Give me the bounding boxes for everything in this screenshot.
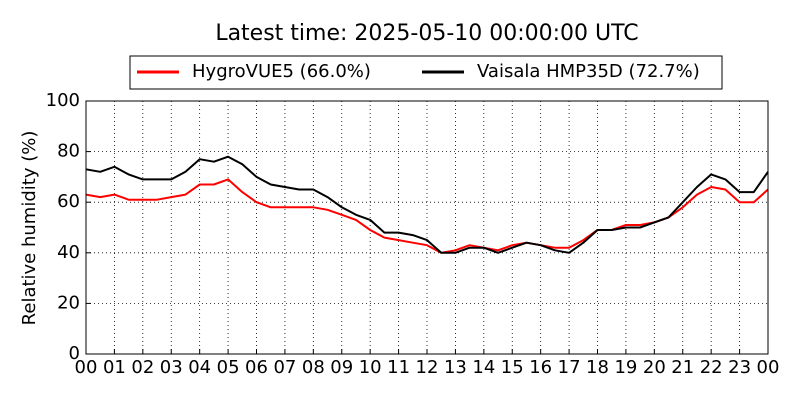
x-tick-label: 00	[757, 357, 780, 378]
y-tick-label: 60	[57, 191, 80, 212]
x-tick-label: 00	[75, 357, 98, 378]
y-tick-label: 20	[57, 292, 80, 313]
x-tick-label: 14	[472, 357, 495, 378]
chart-title: Latest time: 2025-05-10 00:00:00 UTC	[215, 21, 638, 46]
x-tick-label: 09	[330, 357, 353, 378]
x-tick-label: 17	[558, 357, 581, 378]
data-line	[85, 155, 769, 254]
x-tick-label: 23	[728, 357, 751, 378]
x-tick-label: 02	[131, 357, 154, 378]
y-tick-label: 40	[57, 242, 80, 263]
y-axis-label: Relative humidity (%)	[19, 131, 40, 326]
y-tick-label: 100	[46, 90, 80, 111]
x-tick-label: 01	[103, 357, 126, 378]
x-tick-label: 13	[444, 357, 467, 378]
x-tick-label: 04	[188, 357, 211, 378]
x-tick-label: 06	[245, 357, 268, 378]
x-tick-label: 05	[217, 357, 240, 378]
legend-label: Vaisala HMP35D (72.7%)	[477, 61, 700, 82]
x-tick-label: 20	[643, 357, 666, 378]
x-tick-label: 10	[359, 357, 382, 378]
legend-label: HygroVUE5 (66.0%)	[192, 61, 371, 82]
x-tick-label: 03	[160, 357, 183, 378]
plot-frame	[85, 100, 769, 355]
x-tick-label: 11	[387, 357, 410, 378]
x-tick-label: 21	[671, 357, 694, 378]
x-tick-label: 15	[501, 357, 524, 378]
x-tick-label: 19	[614, 357, 637, 378]
y-tick-label: 0	[69, 343, 80, 364]
y-tick-label: 80	[57, 141, 80, 162]
x-tick-label: 16	[529, 357, 552, 378]
x-tick-label: 22	[700, 357, 723, 378]
x-tick-label: 08	[302, 357, 325, 378]
x-tick-label: 12	[416, 357, 439, 378]
x-tick-label: 18	[586, 357, 609, 378]
x-tick-label: 07	[273, 357, 296, 378]
